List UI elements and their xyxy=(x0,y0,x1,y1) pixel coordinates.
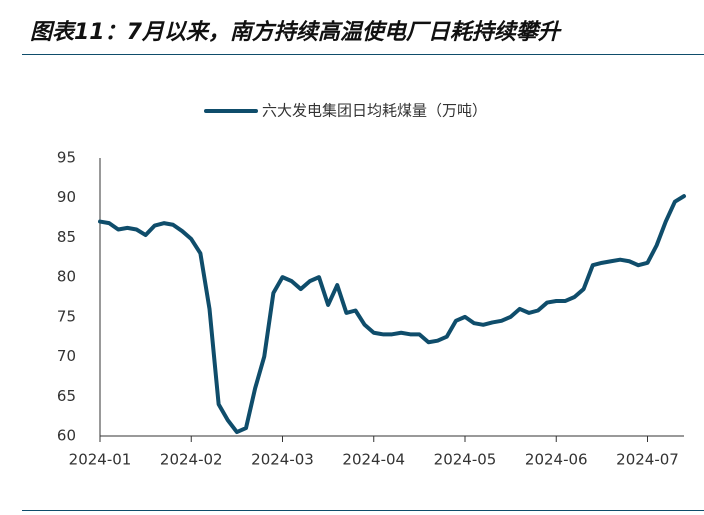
x-tick-label: 2024-06 xyxy=(525,451,588,469)
y-tick-label: 95 xyxy=(57,149,76,167)
title-rule xyxy=(22,54,704,55)
legend-label: 六大发电集团日均耗煤量（万吨） xyxy=(262,102,487,120)
x-tick-label: 2024-03 xyxy=(251,451,314,469)
x-tick-label: 2024-01 xyxy=(69,451,132,469)
x-tick-label: 2024-04 xyxy=(342,451,405,469)
y-tick-label: 65 xyxy=(57,387,76,405)
y-tick-label: 60 xyxy=(57,427,76,445)
y-tick-label: 70 xyxy=(57,347,76,365)
y-tick-label: 75 xyxy=(57,307,76,325)
chart-title: 图表11：7月以来，南方持续高温使电厂日耗持续攀升 xyxy=(30,20,560,45)
y-tick-label: 80 xyxy=(57,268,76,286)
x-tick-label: 2024-02 xyxy=(160,451,223,469)
x-tick-label: 2024-07 xyxy=(616,451,679,469)
x-tick-label: 2024-05 xyxy=(434,451,497,469)
bottom-rule xyxy=(22,510,704,511)
data-line xyxy=(98,194,686,435)
y-tick-label: 85 xyxy=(57,228,76,246)
y-tick-label: 90 xyxy=(57,188,76,206)
